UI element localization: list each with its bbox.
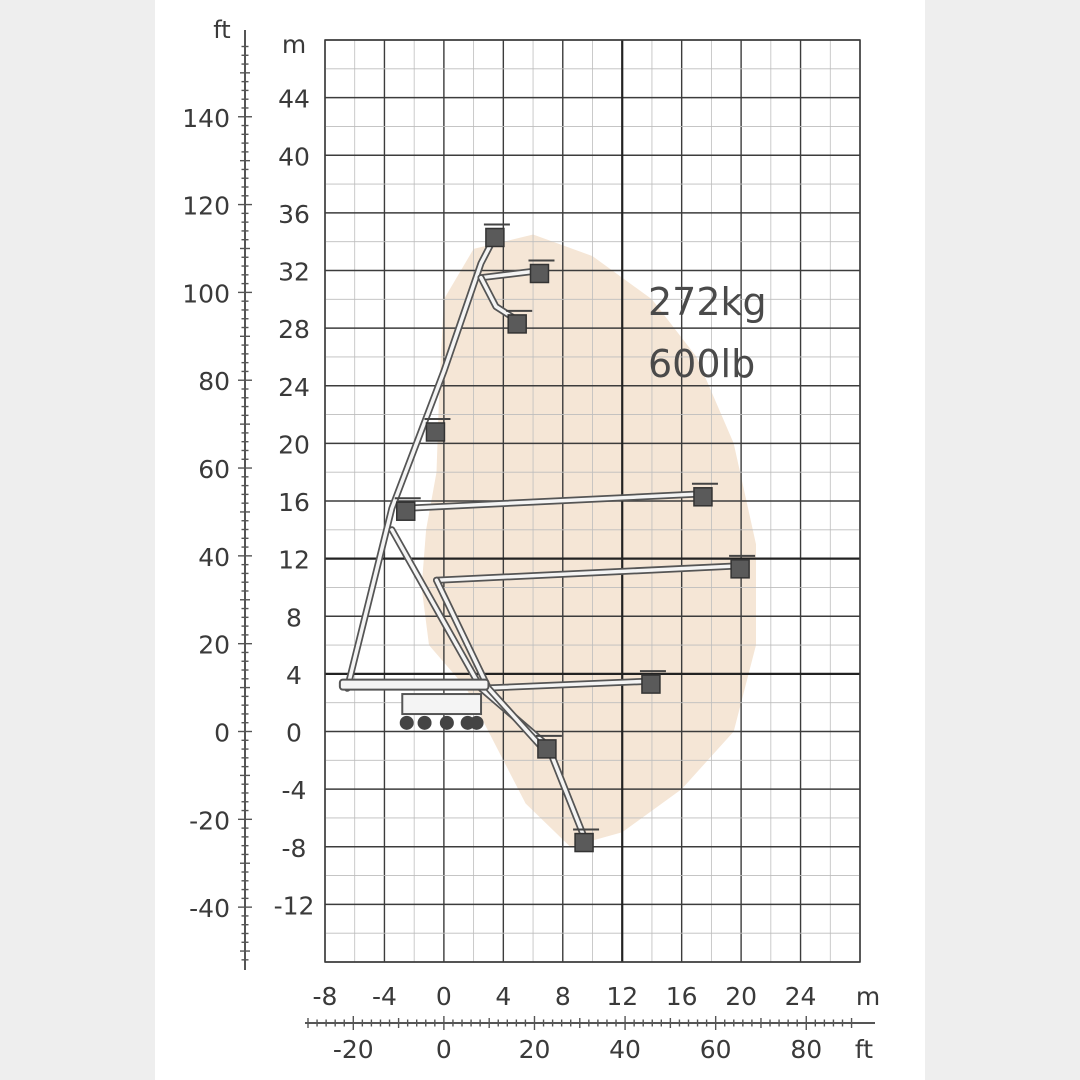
platform-basket [693,487,713,507]
x-tick-label-ft: 40 [609,1035,641,1064]
x-unit-ft: ft [855,1035,873,1064]
y-tick-label-ft: 40 [198,543,230,572]
y-unit-ft: ft [213,16,230,44]
platform-basket [730,559,750,579]
platform-basket [425,422,446,442]
machine-turntable [338,678,490,691]
y-tick-label-m: 24 [278,373,310,402]
x-tick-label-ft: 0 [436,1035,452,1064]
y-tick-label-m: -12 [274,891,315,920]
x-tick-label-m: 24 [785,982,817,1011]
platform-basket [574,832,594,853]
boom-position-line [434,564,743,582]
y-tick-label-m: 28 [278,315,310,344]
platform-basket [529,263,550,284]
load-capacity-lb: 600lb [648,342,756,386]
boom-position-line [404,492,706,510]
x-tick-label-m: 0 [436,982,452,1011]
track-wheel [469,715,484,730]
boom-position-line [479,679,654,691]
x-tick-label-m: 16 [666,982,698,1011]
platform-basket [395,501,416,521]
track-wheel [417,715,432,730]
y-tick-label-ft: -20 [189,806,230,835]
y-tick-label-m: 40 [278,142,310,171]
y-tick-label-m: 0 [286,719,302,748]
y-tick-label-ft: 80 [198,367,230,396]
x-tick-label-ft: 80 [790,1035,822,1064]
load-capacity-kg: 272kg [648,280,767,324]
machine-chassis [401,693,483,716]
x-tick-label-m: -4 [372,982,397,1011]
track-wheel [399,715,414,730]
platform-basket [485,227,505,248]
y-tick-label-ft: 140 [182,104,230,133]
platform-basket [641,674,661,694]
plot-frame [324,39,861,963]
y-tick-label-m: 32 [278,258,310,287]
y-tick-label-m: 4 [286,661,302,690]
y-tick-label-ft: 100 [182,279,230,308]
y-tick-label-m: -8 [282,834,307,863]
x-tick-label-ft: 20 [519,1035,551,1064]
track-wheel [439,715,454,730]
y-tick-label-ft: 20 [198,631,230,660]
y-tick-label-ft: 0 [214,719,230,748]
y-tick-label-m: 12 [278,546,310,575]
y-tick-label-m: 16 [278,488,310,517]
platform-basket [507,314,527,334]
y-tick-label-ft: -40 [189,894,230,923]
x-tick-label-ft: 60 [700,1035,732,1064]
y-unit-m: m [282,30,306,59]
x-tick-label-m: 20 [725,982,757,1011]
x-tick-label-m: 12 [606,982,638,1011]
x-tick-label-m: -8 [313,982,338,1011]
y-tick-label-ft: 60 [198,455,230,484]
x-tick-label-m: 4 [495,982,511,1011]
y-tick-label-m: 44 [278,85,310,114]
y-tick-label-m: 8 [286,603,302,632]
y-tick-label-m: 20 [278,430,310,459]
working-envelope-area [421,234,756,847]
y-tick-label-m: 36 [278,200,310,229]
boom-position-line [345,232,498,691]
x-tick-label-ft: -20 [333,1035,374,1064]
y-tick-label-m: -4 [282,776,307,805]
platform-basket [537,739,557,759]
y-tick-label-ft: 120 [182,192,230,221]
x-unit-m: m [856,982,880,1011]
x-tick-label-m: 8 [555,982,571,1011]
